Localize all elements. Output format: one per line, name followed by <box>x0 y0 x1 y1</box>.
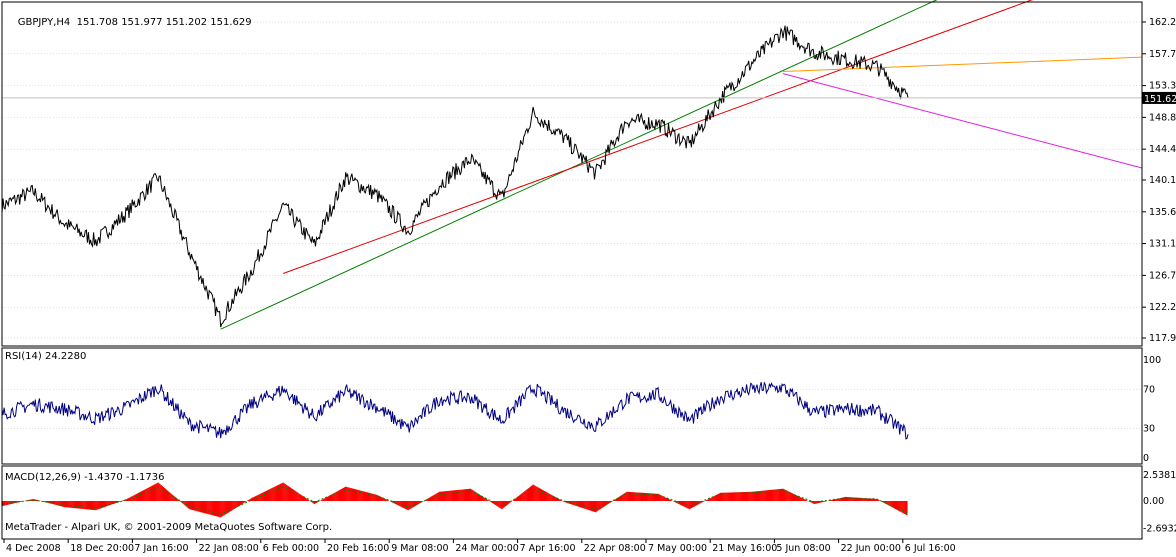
trendline-green[interactable] <box>220 0 1142 330</box>
price-grid <box>2 21 1142 339</box>
rsi-tick-label: 70 <box>1143 384 1155 395</box>
copyright-text: MetaTrader - Alpari UK, © 2001-2009 Meta… <box>5 522 333 533</box>
price-tick-label: 131.190 <box>1149 239 1176 250</box>
time-tick-label: 20 Feb 16:00 <box>327 543 389 554</box>
price-tick-label: 157.785 <box>1149 49 1176 60</box>
rsi-line <box>1 381 909 440</box>
macd-tick-label: 2.5381 <box>1143 470 1176 481</box>
time-axis: 4 Dec 2008 18 Dec 20:00 7 Jan 16:00 22 Jan … <box>3 539 956 554</box>
time-tick-label: 6 Jul 16:00 <box>905 543 956 554</box>
time-tick-label: 18 Dec 20:00 <box>70 543 134 554</box>
price-panel-frame <box>1 1 1143 347</box>
time-tick-label: 22 Jan 08:00 <box>199 543 259 554</box>
time-tick-label: 5 Jun 08:00 <box>776 543 830 554</box>
price-tick-label: 126.735 <box>1149 270 1176 281</box>
rsi-tick-label: 100 <box>1143 355 1161 366</box>
price-tick-label: 122.280 <box>1149 302 1176 313</box>
rsi-tick-label: 30 <box>1143 424 1155 435</box>
time-tick-label: 22 Jun 00:00 <box>841 543 901 554</box>
macd-tick-label: -2.6932 <box>1143 524 1176 535</box>
trendline-red[interactable] <box>283 0 1142 274</box>
rsi-panel-frame <box>1 347 1143 465</box>
time-tick-label: 7 May 00:00 <box>648 543 707 554</box>
trendline-orange[interactable] <box>783 56 1143 73</box>
macd-axis: 2.5381 0.00 -2.6932 <box>1143 470 1176 535</box>
rsi-tick-label: 0 <box>1143 453 1149 464</box>
time-tick-label: 6 Feb 00:00 <box>263 543 319 554</box>
price-tick-label: 117.960 <box>1149 333 1176 344</box>
macd-panel-frame <box>1 465 1143 540</box>
rsi-label: RSI(14) 24.2280 <box>5 351 87 363</box>
trendline-magenta[interactable] <box>782 73 1143 169</box>
rsi-axis: 100 70 30 0 <box>1143 355 1161 464</box>
time-tick-label: 7 Jan 16:00 <box>134 543 188 554</box>
price-tick-label: 162.240 <box>1149 17 1176 28</box>
symbol-title: GBPJPY,H4 <box>17 17 71 28</box>
price-line <box>1 25 909 328</box>
panel-frames <box>1 1 1143 540</box>
macd-signal-line <box>1 486 908 515</box>
macd-tick-label: 0.00 <box>1143 496 1164 507</box>
time-tick-label: 24 Mar 00:00 <box>455 543 518 554</box>
price-tick-label: 144.420 <box>1149 144 1176 155</box>
time-tick-label: 22 Apr 08:00 <box>584 543 646 554</box>
chart-title-bar: GBPJPY,H4 151.708 151.977 151.202 151.62… <box>5 5 252 41</box>
macd-label: MACD(12,26,9) -1.4370 -1.1736 <box>5 472 165 483</box>
time-tick-label: 7 Apr 16:00 <box>520 543 576 554</box>
price-tick-label: 140.100 <box>1149 175 1176 186</box>
time-tick-label: 21 May 16:00 <box>712 543 777 554</box>
current-price-label: 151.625 <box>1144 94 1176 105</box>
price-axis: 162.240 157.785 153.330 148.875 144.420 140.1… <box>1142 17 1176 344</box>
trendlines <box>220 0 1143 330</box>
price-tick-label: 148.875 <box>1149 112 1176 123</box>
time-tick-label: 4 Dec 2008 <box>6 543 61 554</box>
ohlc-values: 151.708 151.977 151.202 151.629 <box>76 17 252 28</box>
price-tick-label: 135.645 <box>1149 207 1176 218</box>
current-price-marker <box>1142 91 1176 104</box>
time-tick-label: 9 Mar 08:00 <box>391 543 448 554</box>
price-tick-label: 153.330 <box>1149 81 1176 92</box>
